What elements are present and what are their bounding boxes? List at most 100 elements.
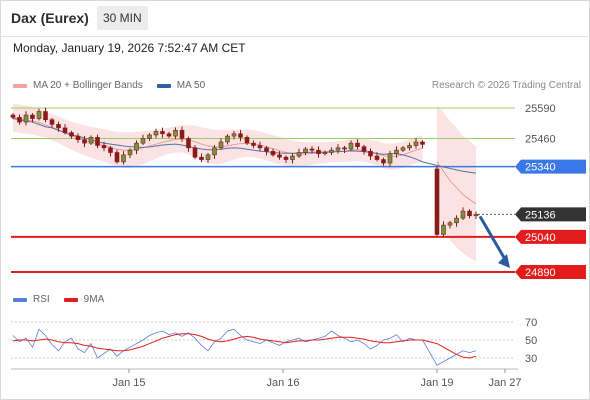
credit-text: Research © 2026 Trading Central — [431, 80, 581, 91]
candle-body — [394, 149, 399, 154]
candle-body — [62, 127, 68, 133]
level-label-text: 25136 — [525, 209, 556, 221]
candle-body — [108, 147, 113, 153]
candle-body — [329, 149, 334, 153]
legend-label-rsi: RSI — [33, 294, 50, 305]
forecast-arrow-shaft — [478, 215, 508, 262]
candle-body — [101, 145, 107, 149]
candle — [244, 135, 250, 146]
bollinger-band-1 — [437, 105, 476, 262]
legend-label-ma50: MA 50 — [176, 80, 206, 91]
candle-body — [10, 114, 16, 118]
candle-body — [23, 114, 29, 123]
candle-body — [283, 156, 289, 160]
candle-body — [153, 131, 159, 136]
candle-body — [244, 136, 250, 144]
legend-swatch-ma50 — [156, 83, 171, 88]
candle — [140, 134, 146, 146]
candle-body — [251, 142, 256, 146]
candle — [153, 128, 159, 139]
level-label-box — [515, 229, 586, 244]
candle-body — [173, 129, 178, 137]
candle-body — [205, 154, 211, 160]
candle — [290, 153, 295, 164]
candle-body — [43, 111, 48, 121]
candle-body — [199, 156, 204, 160]
x-tick-label-2: Jan 19 — [420, 377, 453, 389]
candle — [368, 148, 373, 161]
candle — [361, 144, 367, 155]
ma20-line-1 — [436, 161, 477, 205]
legend-swatch-rsi-ma — [63, 297, 78, 302]
candle-body — [342, 147, 347, 150]
candle-body — [467, 210, 472, 217]
rsi-level-label-1: 50 — [525, 335, 537, 347]
candle — [95, 134, 100, 149]
candle — [454, 215, 459, 227]
rsi-level-label-2: 30 — [525, 353, 537, 365]
candle-body — [374, 155, 380, 160]
candle-body — [473, 214, 479, 217]
legend-swatch-ma20 — [13, 83, 27, 88]
candle-body — [231, 133, 237, 137]
candle — [173, 127, 178, 139]
candle — [316, 146, 321, 158]
candle — [447, 220, 453, 229]
legend-swatch-rsi — [13, 297, 27, 302]
candle-body — [225, 135, 230, 143]
ma20-line-0 — [12, 117, 423, 158]
candle-body — [290, 155, 295, 160]
candle-body — [434, 168, 440, 235]
candle-body — [309, 148, 315, 151]
candle — [231, 130, 237, 140]
candle — [277, 151, 282, 160]
candle-body — [381, 159, 386, 164]
candle — [329, 147, 334, 156]
candle — [36, 108, 42, 121]
level-label-box — [515, 207, 586, 222]
level-label-box — [515, 265, 586, 279]
candle-body — [36, 111, 42, 119]
candle — [434, 166, 440, 237]
candle — [108, 145, 113, 157]
candle — [335, 144, 341, 154]
candle-body — [355, 142, 360, 147]
candle-body — [166, 133, 172, 137]
timeframe-badge[interactable]: 30 MIN — [97, 6, 148, 30]
candle — [212, 145, 217, 159]
candle-body — [186, 138, 191, 149]
rsi-level-label-0: 70 — [525, 317, 537, 329]
current-price-level-label-3: 25136 — [515, 207, 586, 222]
candle — [134, 140, 139, 155]
candle — [348, 140, 354, 151]
candle-body — [17, 117, 22, 123]
candle-body — [88, 136, 94, 144]
candle-body — [322, 152, 328, 154]
candle-body — [56, 124, 61, 129]
candle — [218, 138, 224, 150]
legend-label-ma20: MA 20 + Bollinger Bands — [33, 80, 143, 91]
level-label-text: 25340 — [525, 162, 556, 174]
candle-body — [160, 131, 165, 135]
candle — [374, 152, 380, 162]
candle-body — [441, 224, 446, 235]
candle — [75, 133, 81, 143]
candle-body — [140, 138, 146, 144]
candle — [400, 145, 406, 153]
x-tick-label-3: Jan 27 — [488, 377, 521, 389]
candle-body — [127, 149, 133, 156]
candle — [43, 107, 48, 123]
candle — [296, 148, 302, 158]
candle-body — [30, 114, 35, 119]
candle-body — [387, 153, 393, 164]
candle-body — [407, 145, 412, 149]
candle — [467, 209, 472, 219]
candle-body — [454, 217, 459, 224]
forecast-arrow-head — [498, 254, 510, 268]
candle — [205, 152, 211, 163]
candle-body — [348, 142, 354, 150]
candle — [192, 145, 198, 160]
candle — [387, 150, 393, 167]
candle-body — [69, 132, 74, 137]
candle — [238, 130, 243, 142]
